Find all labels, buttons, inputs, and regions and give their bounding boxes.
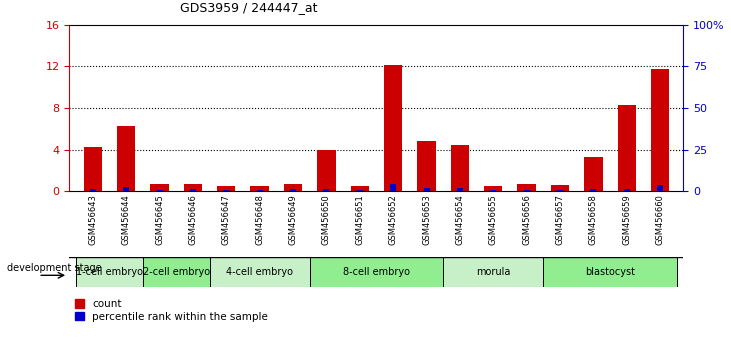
Bar: [143, 257, 210, 287]
Text: GSM456647: GSM456647: [221, 194, 231, 245]
Bar: [151, 184, 169, 191]
Text: GSM456646: GSM456646: [189, 194, 197, 245]
Bar: [310, 257, 443, 287]
Bar: [90, 189, 96, 191]
Bar: [624, 189, 629, 191]
Bar: [257, 190, 262, 191]
Text: GSM456650: GSM456650: [322, 194, 331, 245]
Text: GSM456652: GSM456652: [389, 194, 398, 245]
Bar: [443, 257, 543, 287]
Text: blastocyst: blastocyst: [585, 267, 635, 277]
Text: GSM456645: GSM456645: [155, 194, 164, 245]
Text: 1-cell embryo: 1-cell embryo: [76, 267, 143, 277]
Bar: [384, 65, 402, 191]
Text: GSM456654: GSM456654: [455, 194, 464, 245]
Bar: [491, 190, 496, 191]
Bar: [123, 187, 129, 191]
Bar: [210, 257, 310, 287]
Text: GSM456656: GSM456656: [522, 194, 531, 245]
Bar: [657, 184, 663, 191]
Bar: [417, 141, 436, 191]
Text: GSM456659: GSM456659: [622, 194, 632, 245]
Text: GSM456655: GSM456655: [489, 194, 498, 245]
Text: GSM456660: GSM456660: [656, 194, 664, 245]
Text: 2-cell embryo: 2-cell embryo: [143, 267, 210, 277]
Bar: [484, 186, 502, 191]
Text: GSM456651: GSM456651: [355, 194, 364, 245]
Text: GDS3959 / 244447_at: GDS3959 / 244447_at: [180, 1, 317, 14]
Bar: [423, 188, 430, 191]
Bar: [156, 190, 162, 191]
Text: GSM456653: GSM456653: [422, 194, 431, 245]
Bar: [557, 190, 563, 191]
Bar: [190, 189, 196, 191]
Bar: [518, 184, 536, 191]
Bar: [183, 184, 202, 191]
Bar: [223, 190, 230, 191]
Text: GSM456649: GSM456649: [289, 194, 298, 245]
Bar: [390, 184, 396, 191]
Bar: [357, 190, 363, 191]
Text: GSM456657: GSM456657: [556, 194, 564, 245]
Bar: [83, 148, 102, 191]
Bar: [618, 105, 636, 191]
Text: GSM456648: GSM456648: [255, 194, 264, 245]
Bar: [290, 189, 296, 191]
Text: GSM456658: GSM456658: [589, 194, 598, 245]
Bar: [457, 188, 463, 191]
Bar: [284, 184, 302, 191]
Text: GSM456644: GSM456644: [121, 194, 131, 245]
Legend: count, percentile rank within the sample: count, percentile rank within the sample: [75, 299, 268, 322]
Bar: [351, 186, 369, 191]
Bar: [591, 189, 596, 191]
Bar: [523, 190, 530, 191]
Bar: [543, 257, 677, 287]
Bar: [217, 186, 235, 191]
Text: 8-cell embryo: 8-cell embryo: [343, 267, 410, 277]
Bar: [317, 149, 336, 191]
Bar: [251, 186, 269, 191]
Text: morula: morula: [476, 267, 510, 277]
Bar: [117, 126, 135, 191]
Text: GSM456643: GSM456643: [88, 194, 97, 245]
Bar: [584, 157, 602, 191]
Bar: [76, 257, 143, 287]
Text: 4-cell embryo: 4-cell embryo: [226, 267, 293, 277]
Bar: [323, 189, 330, 191]
Bar: [551, 185, 569, 191]
Bar: [451, 145, 469, 191]
Bar: [651, 69, 670, 191]
Text: development stage: development stage: [7, 263, 102, 273]
